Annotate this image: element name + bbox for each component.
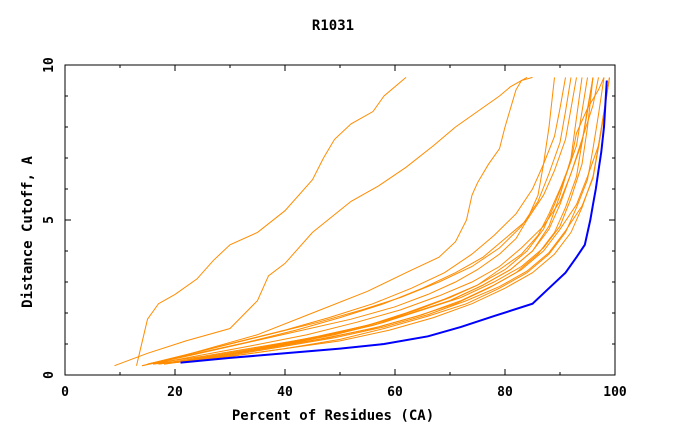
x-tick-label: 60 (387, 385, 403, 400)
tick-group: 0 20 40 60 80 100 0 5 10 (42, 57, 627, 400)
highlight-series-line (180, 80, 608, 364)
chart-title: R1031 (312, 18, 354, 34)
series-line-5 (147, 77, 583, 365)
series-line-7 (158, 77, 599, 365)
x-tick-label: 40 (277, 385, 293, 400)
series-line-11 (174, 77, 605, 364)
x-tick-label: 80 (497, 385, 513, 400)
series-line-9 (147, 77, 577, 365)
y-tick-label: 5 (42, 216, 57, 224)
series-line-3 (152, 76, 533, 365)
series-line-18 (169, 77, 610, 364)
series-line-13 (158, 77, 588, 365)
series-line-4 (141, 77, 555, 367)
series-line-15 (147, 77, 566, 365)
series-group (114, 76, 610, 367)
series-line-17 (152, 77, 594, 365)
series-line-2 (114, 76, 528, 367)
x-tick-label: 20 (167, 385, 183, 400)
y-tick-label: 0 (42, 371, 57, 379)
y-axis-label: Distance Cutoff, A (20, 156, 36, 308)
x-axis-label: Percent of Residues (CA) (232, 408, 434, 424)
plot-frame (64, 64, 616, 376)
y-tick-label: 10 (42, 57, 57, 73)
x-tick-label: 0 (61, 385, 69, 400)
x-tick-label: 100 (603, 385, 627, 400)
series-line-1 (136, 77, 407, 366)
series-line-16 (163, 77, 610, 365)
series-line-10 (169, 77, 594, 364)
series-line-8 (163, 77, 605, 365)
